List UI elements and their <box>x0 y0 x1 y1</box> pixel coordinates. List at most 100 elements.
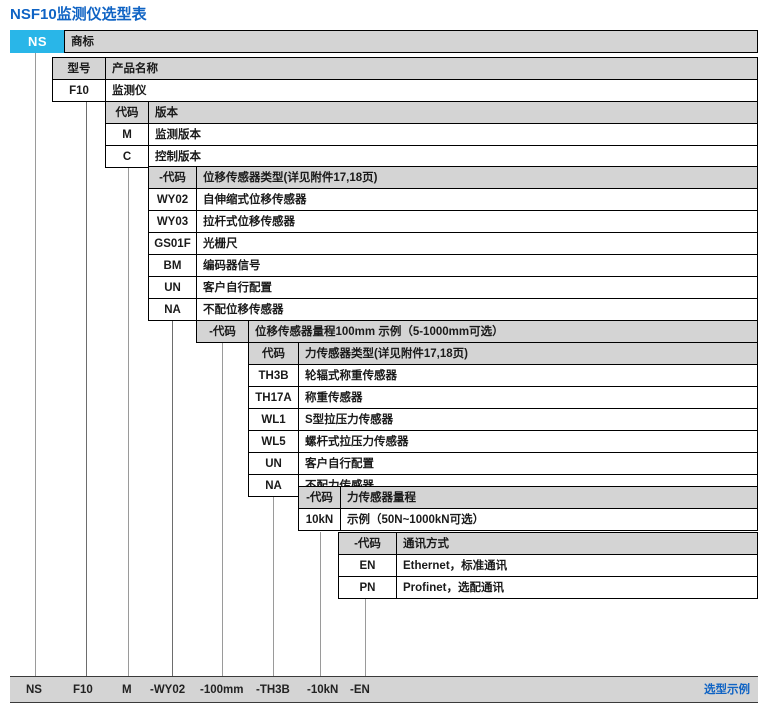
force-type-header-code: 代码 <box>248 342 299 365</box>
disp-type-row-0-code[interactable]: WY02 <box>148 188 197 211</box>
table-row: -代码 位移传感器量程100mm 示例（5-1000mm可选） <box>196 320 758 343</box>
table-row: PN Profinet，选配通讯 <box>338 576 758 599</box>
summary-note-label: 选型示例 <box>704 684 750 696</box>
version-row-1-code[interactable]: C <box>105 145 149 168</box>
force-range-row-0-desc: 示例（50N~1000kN可选） <box>340 508 758 531</box>
table-row: 10kN 示例（50N~1000kN可选） <box>298 508 758 531</box>
brand-code-cell: NS <box>10 30 65 53</box>
level-force-range-table: -代码 力传感器量程 10kN 示例（50N~1000kN可选） <box>298 486 758 531</box>
model-header-code: 型号 <box>52 57 106 80</box>
selection-summary-bar: NS F10 M -WY02 -100mm -TH3B -10kN -EN 选型… <box>10 676 758 703</box>
force-type-row-2-code[interactable]: WL1 <box>248 408 299 431</box>
version-row-0-desc: 监测版本 <box>148 123 758 146</box>
summary-segment-disp-range: -100mm <box>200 684 244 696</box>
table-row: UN 客户自行配置 <box>148 276 758 299</box>
connector-line-force-range <box>320 532 321 676</box>
force-type-row-1-desc: 称重传感器 <box>298 386 758 409</box>
force-type-row-2-desc: S型拉压力传感器 <box>298 408 758 431</box>
force-type-row-5-code[interactable]: NA <box>248 474 299 497</box>
summary-segment-force-range: -10kN <box>307 684 339 696</box>
summary-segment-disp-type: -WY02 <box>150 684 186 696</box>
force-type-header-desc: 力传感器类型(详见附件17,18页) <box>298 342 758 365</box>
connector-line-brand <box>35 53 36 676</box>
force-type-row-0-desc: 轮辐式称重传感器 <box>298 364 758 387</box>
version-header-desc: 版本 <box>148 101 758 124</box>
table-row: WL5 螺杆式拉压力传感器 <box>248 430 758 453</box>
connector-line-disp-type <box>172 310 173 676</box>
disp-type-row-2-code[interactable]: GS01F <box>148 232 197 255</box>
connector-line-version <box>128 156 129 676</box>
table-row: F10 监测仪 <box>52 79 758 102</box>
summary-segment-version: M <box>122 684 132 696</box>
force-type-row-1-code[interactable]: TH17A <box>248 386 299 409</box>
table-row: WY03 拉杆式位移传感器 <box>148 210 758 233</box>
disp-type-row-2-desc: 光栅尺 <box>196 232 758 255</box>
disp-type-row-5-desc: 不配位移传感器 <box>196 298 758 321</box>
version-row-1-desc: 控制版本 <box>148 145 758 168</box>
table-row: 代码 力传感器类型(详见附件17,18页) <box>248 342 758 365</box>
table-row: EN Ethernet，标准通讯 <box>338 554 758 577</box>
table-row: WY02 自伸缩式位移传感器 <box>148 188 758 211</box>
table-row: GS01F 光栅尺 <box>148 232 758 255</box>
summary-segment-force-type: -TH3B <box>256 684 290 696</box>
level-model-table: 型号 产品名称 F10 监测仪 <box>52 57 758 102</box>
disp-type-row-3-desc: 编码器信号 <box>196 254 758 277</box>
force-type-row-3-desc: 螺杆式拉压力传感器 <box>298 430 758 453</box>
force-type-row-4-desc: 客户自行配置 <box>298 452 758 475</box>
disp-type-row-1-desc: 拉杆式位移传感器 <box>196 210 758 233</box>
force-range-header-code: -代码 <box>298 486 341 509</box>
comm-row-1-desc: Profinet，选配通讯 <box>396 576 758 599</box>
level-brand-table: 商标 <box>64 30 758 53</box>
disp-type-row-3-code[interactable]: BM <box>148 254 197 277</box>
summary-segment-model: F10 <box>73 684 93 696</box>
disp-type-row-4-code[interactable]: UN <box>148 276 197 299</box>
version-header-code: 代码 <box>105 101 149 124</box>
table-row: TH3B 轮辐式称重传感器 <box>248 364 758 387</box>
force-range-row-0-code[interactable]: 10kN <box>298 508 341 531</box>
table-row: 商标 <box>64 30 758 53</box>
disp-type-row-0-desc: 自伸缩式位移传感器 <box>196 188 758 211</box>
level-version-table: 代码 版本 M 监测版本 C 控制版本 <box>105 101 758 168</box>
table-row: 型号 产品名称 <box>52 57 758 80</box>
comm-header-code: -代码 <box>338 532 397 555</box>
table-row: UN 客户自行配置 <box>248 452 758 475</box>
disp-range-header-desc: 位移传感器量程100mm 示例（5-1000mm可选） <box>248 320 758 343</box>
disp-type-header-code: -代码 <box>148 166 197 189</box>
connector-line-model <box>86 90 87 676</box>
connector-line-force-type <box>273 487 274 676</box>
comm-row-0-desc: Ethernet，标准通讯 <box>396 554 758 577</box>
level-force-type-table: 代码 力传感器类型(详见附件17,18页) TH3B 轮辐式称重传感器 TH17… <box>248 342 758 497</box>
disp-type-row-5-code[interactable]: NA <box>148 298 197 321</box>
version-row-0-code[interactable]: M <box>105 123 149 146</box>
force-type-row-0-code[interactable]: TH3B <box>248 364 299 387</box>
summary-segment-brand: NS <box>26 684 42 696</box>
model-row-0-code[interactable]: F10 <box>52 79 106 102</box>
level-communication-table: -代码 通讯方式 EN Ethernet，标准通讯 PN Profinet，选配… <box>338 532 758 599</box>
force-range-header-desc: 力传感器量程 <box>340 486 758 509</box>
table-row: TH17A 称重传感器 <box>248 386 758 409</box>
level-displacement-range-table: -代码 位移传感器量程100mm 示例（5-1000mm可选） <box>196 320 758 343</box>
table-row: C 控制版本 <box>105 145 758 168</box>
table-row: M 监测版本 <box>105 123 758 146</box>
table-row: WL1 S型拉压力传感器 <box>248 408 758 431</box>
disp-type-row-1-code[interactable]: WY03 <box>148 210 197 233</box>
level-displacement-type-table: -代码 位移传感器类型(详见附件17,18页) WY02 自伸缩式位移传感器 W… <box>148 166 758 321</box>
comm-row-0-code[interactable]: EN <box>338 554 397 577</box>
comm-header-desc: 通讯方式 <box>396 532 758 555</box>
connector-line-comm <box>365 598 366 676</box>
connector-line-disp-range <box>222 333 223 676</box>
table-row: NA 不配位移传感器 <box>148 298 758 321</box>
force-type-row-4-code[interactable]: UN <box>248 452 299 475</box>
disp-type-row-4-desc: 客户自行配置 <box>196 276 758 299</box>
table-row: -代码 力传感器量程 <box>298 486 758 509</box>
page-title: NSF10监测仪选型表 <box>10 6 147 23</box>
summary-segment-comm: -EN <box>350 684 370 696</box>
table-row: BM 编码器信号 <box>148 254 758 277</box>
comm-row-1-code[interactable]: PN <box>338 576 397 599</box>
force-type-row-3-code[interactable]: WL5 <box>248 430 299 453</box>
table-row: -代码 位移传感器类型(详见附件17,18页) <box>148 166 758 189</box>
table-row: 代码 版本 <box>105 101 758 124</box>
table-row: -代码 通讯方式 <box>338 532 758 555</box>
disp-range-header-code: -代码 <box>196 320 249 343</box>
